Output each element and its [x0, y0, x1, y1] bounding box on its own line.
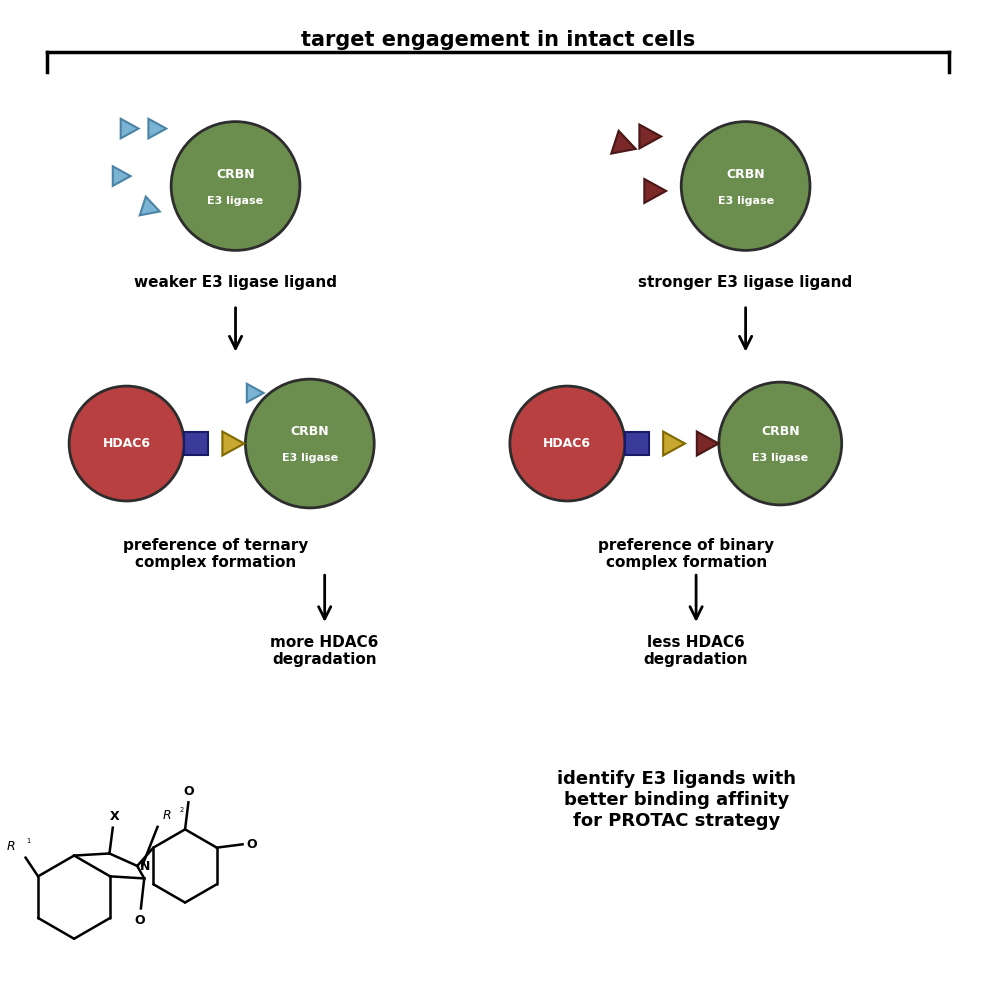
- Text: target engagement in intact cells: target engagement in intact cells: [301, 31, 695, 51]
- Text: $^1$: $^1$: [26, 838, 31, 848]
- Polygon shape: [121, 119, 138, 138]
- Text: CRBN: CRBN: [216, 167, 255, 180]
- Text: HDAC6: HDAC6: [544, 437, 592, 450]
- Text: $^2$: $^2$: [179, 807, 185, 817]
- Text: less HDAC6
degradation: less HDAC6 degradation: [643, 634, 748, 667]
- Text: N: N: [140, 861, 150, 873]
- Polygon shape: [644, 179, 666, 203]
- Text: identify E3 ligands with
better binding affinity
for PROTAC strategy: identify E3 ligands with better binding …: [557, 770, 796, 830]
- Polygon shape: [222, 431, 244, 455]
- Polygon shape: [139, 196, 159, 215]
- Text: preference of binary
complex formation: preference of binary complex formation: [599, 538, 774, 570]
- Circle shape: [171, 122, 300, 250]
- Text: E3 ligase: E3 ligase: [282, 453, 338, 463]
- Text: CRBN: CRBN: [761, 425, 800, 438]
- Text: $R$: $R$: [162, 809, 172, 822]
- Text: E3 ligase: E3 ligase: [207, 196, 264, 206]
- Text: more HDAC6
degradation: more HDAC6 degradation: [271, 634, 378, 667]
- Text: HDAC6: HDAC6: [103, 437, 150, 450]
- Text: O: O: [183, 785, 193, 799]
- Text: E3 ligase: E3 ligase: [717, 196, 774, 206]
- Text: X: X: [110, 810, 120, 823]
- Text: preference of ternary
complex formation: preference of ternary complex formation: [124, 538, 309, 570]
- Text: O: O: [134, 914, 145, 927]
- Polygon shape: [612, 130, 635, 153]
- Polygon shape: [639, 124, 661, 148]
- Circle shape: [69, 386, 184, 501]
- Text: CRBN: CRBN: [726, 167, 765, 180]
- Text: E3 ligase: E3 ligase: [752, 453, 809, 463]
- Polygon shape: [247, 383, 264, 402]
- FancyBboxPatch shape: [184, 431, 208, 455]
- Polygon shape: [113, 166, 130, 186]
- Text: $R$: $R$: [6, 840, 16, 853]
- Circle shape: [510, 386, 624, 501]
- Text: O: O: [247, 838, 257, 851]
- Circle shape: [719, 382, 842, 505]
- Circle shape: [245, 379, 374, 508]
- Text: stronger E3 ligase ligand: stronger E3 ligase ligand: [638, 275, 853, 290]
- Circle shape: [681, 122, 810, 250]
- Polygon shape: [697, 431, 718, 455]
- Text: CRBN: CRBN: [291, 425, 329, 438]
- Text: weaker E3 ligase ligand: weaker E3 ligase ligand: [134, 275, 337, 290]
- FancyBboxPatch shape: [624, 431, 648, 455]
- Polygon shape: [148, 119, 166, 138]
- Polygon shape: [663, 431, 685, 455]
